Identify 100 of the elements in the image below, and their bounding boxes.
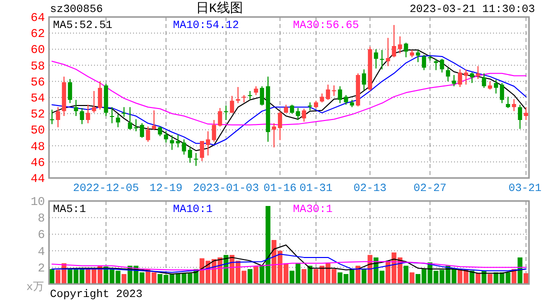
candlestick xyxy=(140,122,144,138)
candlestick xyxy=(380,50,384,70)
candlestick xyxy=(206,130,210,156)
text: MA30:1 xyxy=(293,204,334,216)
y-tick-label: 4 xyxy=(38,244,45,259)
bar xyxy=(524,273,528,284)
text: MA30:56.65 xyxy=(293,20,360,32)
bar xyxy=(302,269,306,284)
candlestick xyxy=(476,66,480,80)
line-series xyxy=(52,254,526,273)
candlestick xyxy=(422,54,426,71)
y-axis-title: x万 xyxy=(26,281,44,294)
candlestick xyxy=(110,106,114,124)
y-tick-label: 6 xyxy=(38,228,45,242)
candlestick xyxy=(230,95,234,114)
y-tick-label: 48 xyxy=(30,140,45,154)
candlestick xyxy=(386,37,390,67)
line-series xyxy=(52,261,526,270)
candlestick xyxy=(152,110,156,130)
bar xyxy=(248,269,252,284)
candlestick xyxy=(122,106,126,118)
candlestick xyxy=(182,138,186,156)
candlestick xyxy=(362,68,366,91)
y-tick-label: 54 xyxy=(30,92,45,106)
candlestick xyxy=(296,107,300,121)
y-tick-label: 2 xyxy=(38,261,45,276)
candlestick xyxy=(440,58,444,74)
bar xyxy=(122,274,126,284)
candlestick xyxy=(470,72,474,84)
candlestick xyxy=(332,84,336,96)
text: MA10:54.12 xyxy=(173,20,240,32)
candlestick xyxy=(50,109,54,125)
candlestick xyxy=(260,86,264,106)
candlestick xyxy=(446,67,450,82)
y-tick-label: 10 xyxy=(30,195,45,209)
y-tick-label: 64 xyxy=(30,11,45,25)
y-tick-label: 46 xyxy=(30,156,45,170)
candlestick xyxy=(344,94,348,106)
y-tick-label: 58 xyxy=(30,59,45,74)
chart-subtitle: sz300856 xyxy=(50,4,103,16)
candlestick xyxy=(74,99,78,117)
y-tick-label: 8 xyxy=(38,212,45,226)
candlestick xyxy=(392,24,396,58)
x-tick-label: 2023-01-03 xyxy=(192,183,260,195)
candlestick xyxy=(170,134,174,150)
candlestick xyxy=(338,86,342,104)
candlestick xyxy=(188,146,192,164)
bar xyxy=(254,266,258,284)
bar xyxy=(470,270,474,284)
candlestick xyxy=(242,94,246,103)
x-tick-label: 03-21 xyxy=(508,183,542,195)
y-tick-label: 52 xyxy=(30,108,45,122)
chart-title: 日K线图 xyxy=(196,1,243,16)
text: MA10:1 xyxy=(173,204,214,216)
bar xyxy=(404,266,408,284)
candlestick xyxy=(464,68,468,86)
x-tick-label: 01-16 xyxy=(263,183,297,195)
candlestick xyxy=(158,126,162,137)
candlestick xyxy=(164,130,168,144)
x-tick-label: 02-13 xyxy=(353,183,387,195)
text: MA5:52.51 xyxy=(53,20,113,32)
candlestick xyxy=(458,68,462,88)
y-tick-label: 50 xyxy=(30,124,45,138)
y-tick-label: 44 xyxy=(30,172,45,186)
y-tick-label: 62 xyxy=(30,27,45,42)
bar xyxy=(362,269,366,284)
candlestick xyxy=(494,79,498,94)
candlestick xyxy=(86,104,90,124)
text: 2023-03-21 11:30:03 xyxy=(410,4,535,16)
candlestick xyxy=(374,48,378,70)
candlestick xyxy=(116,114,120,128)
y-tick-label: 60 xyxy=(30,43,45,58)
candlestick xyxy=(302,108,306,122)
bar xyxy=(308,266,312,284)
candlestick xyxy=(218,107,222,127)
candlestick xyxy=(80,107,84,125)
x-tick-label: 02-27 xyxy=(413,183,447,195)
bar xyxy=(410,272,414,284)
text: MA5:1 xyxy=(53,204,86,216)
candlestick xyxy=(278,110,282,141)
candlestick xyxy=(482,72,486,88)
candlestick xyxy=(92,90,96,114)
candlestick xyxy=(98,80,102,110)
candlestick xyxy=(200,140,204,162)
x-tick-label: 01-31 xyxy=(299,183,333,195)
candlestick xyxy=(212,120,216,142)
y-tick-label: 56 xyxy=(30,75,45,90)
bar xyxy=(476,273,480,284)
candlestick xyxy=(134,118,138,132)
candlestick xyxy=(194,152,198,166)
candlestick xyxy=(56,106,60,128)
x-tick-label: 2022-12-05 xyxy=(72,183,140,195)
candlestick xyxy=(404,42,408,58)
candlestick xyxy=(500,82,504,104)
candlestick xyxy=(518,104,522,130)
x-tick-label: 12-19 xyxy=(149,183,183,195)
candlestick xyxy=(248,90,252,100)
candlestick xyxy=(452,74,456,87)
candlestick xyxy=(68,78,72,104)
text: Copyright 2023 xyxy=(50,289,142,300)
